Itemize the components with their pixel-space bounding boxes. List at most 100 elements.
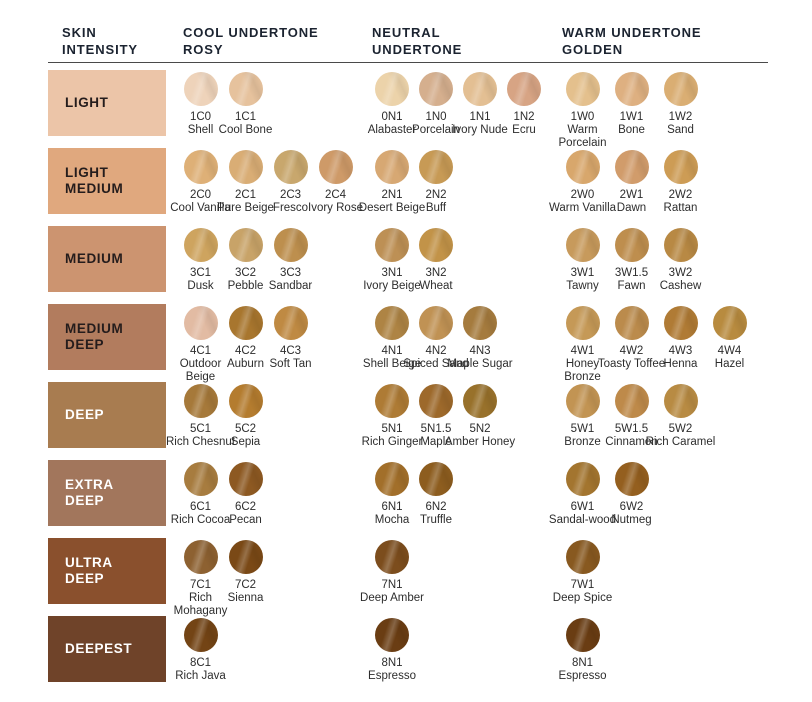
- shade-code: 3N2: [425, 267, 447, 279]
- warm-undertone-section: 3W1 Tawny 3W1.5 Fawn 3W2 Cashew: [558, 226, 705, 304]
- shade-code: 7N1: [381, 579, 403, 591]
- shade-cell-1c0: 1C0 Shell: [178, 70, 223, 148]
- shade-label: 4C3 Soft Tan: [270, 345, 312, 371]
- neutral-undertone-section: 8N1 Espresso: [368, 616, 416, 694]
- intensity-row-deep: DEEP 5C1 Rich Chesnut 5C2 Sepia 5N1 Rich Ginge…: [0, 382, 812, 460]
- shade-name: Bronze: [564, 436, 601, 448]
- shade-name: Truffle: [420, 514, 452, 526]
- shade-dot-4w3: [663, 306, 698, 340]
- shade-name: Maple Sugar: [447, 358, 513, 370]
- shade-dot-4n2: [419, 306, 453, 340]
- intensity-label: ULTRA DEEP: [65, 555, 113, 586]
- shade-dot-4c1: [183, 306, 218, 340]
- intensity-label: EXTRA DEEP: [65, 477, 114, 508]
- shade-cell-4w4: 4W4 Hazel: [705, 304, 754, 382]
- shade-cell-8n1: 8N1 Espresso: [558, 616, 607, 694]
- shade-name: Outdoor Beige: [179, 358, 222, 383]
- shade-code: 3C1: [189, 267, 212, 279]
- shade-dot-1w2: [663, 72, 698, 106]
- warm-undertone-section: 1W0 Warm Porcelain 1W1 Bone 1W2 Sand: [558, 70, 705, 149]
- shade-dot-7c2: [228, 540, 263, 574]
- shade-name: Spiced Sand: [403, 358, 469, 370]
- shade-dot-1w1: [614, 72, 649, 106]
- shade-dot-5n1: [375, 384, 409, 418]
- shade-cell-1w0: 1W0 Warm Porcelain: [558, 70, 607, 149]
- shade-dot-3w2: [663, 228, 698, 262]
- shade-cell-4n1: 4N1 Shell Beige: [363, 304, 421, 382]
- header-line: GOLDEN: [562, 42, 624, 57]
- shade-cell-7w1: 7W1 Deep Spice: [553, 538, 612, 616]
- shade-name: Pecan: [229, 514, 262, 526]
- shade-name: Sand: [667, 124, 694, 136]
- shade-cell-2c0: 2C0 Cool Vanilla: [170, 148, 231, 226]
- shade-dot-5w1: [565, 384, 600, 418]
- shade-cell-6n2: 6N2 Truffle: [414, 460, 458, 538]
- shade-name: Alabaster: [367, 124, 417, 136]
- cool-undertone-section: 2C0 Cool Vanilla 2C1 Pure Beige 2C3 Fresco 2C4…: [170, 148, 363, 226]
- shade-label: 5N1.5 Maple: [420, 423, 451, 449]
- shade-dot-6n1: [375, 462, 409, 496]
- shade-name: Warm Vanilla: [548, 202, 617, 214]
- shade-dot-0n1: [375, 72, 409, 106]
- shade-code: 1W0: [570, 111, 595, 123]
- shade-cell-3c3: 3C3 Sandbar: [268, 226, 313, 304]
- shade-name: Rich Ginger: [361, 436, 423, 448]
- shade-name: Buff: [425, 202, 447, 214]
- shade-name: Rattan: [663, 202, 698, 214]
- shade-dot-1n1: [463, 72, 497, 106]
- shade-name: Shell Beige: [362, 358, 422, 370]
- shade-name: Dusk: [187, 280, 214, 292]
- shade-label: 4C1 Outdoor Beige: [165, 345, 237, 384]
- shade-label: 0N1 Alabaster: [368, 111, 417, 137]
- shade-code: 0N1: [381, 111, 403, 123]
- shade-name: Wheat: [419, 280, 453, 292]
- shade-dot-4c3: [273, 306, 308, 340]
- shade-name: Cinnamon: [605, 436, 658, 448]
- shade-name: Amber Honey: [444, 436, 516, 448]
- intensity-swatch: DEEPEST: [48, 616, 166, 682]
- shade-label: 3N1 Ivory Beige: [363, 267, 421, 293]
- warm-undertone-section: 6W1 Sandal-wood 6W2 Nutmeg: [549, 460, 656, 538]
- shade-code: 8N1: [571, 657, 594, 669]
- shade-label: 4N2 Spiced Sand: [403, 345, 468, 371]
- shade-name: Toasty Toffee: [597, 358, 666, 370]
- neutral-undertone-section: 6N1 Mocha 6N2 Truffle: [370, 460, 458, 538]
- header-line: COOL UNDERTONE: [183, 25, 319, 40]
- shade-cell-3c2: 3C2 Pebble: [223, 226, 268, 304]
- shade-label: 4W3 Henna: [664, 345, 698, 371]
- shade-label: 5C1 Rich Chesnut: [166, 423, 235, 449]
- shade-dot-3n2: [419, 228, 453, 262]
- shade-code: 7W1: [570, 579, 595, 591]
- shade-label: 3W1.5 Fawn: [615, 267, 648, 293]
- shade-dot-1w0: [565, 72, 600, 106]
- shade-label: 1C1 Cool Bone: [219, 111, 273, 137]
- shade-name: Rich Chesnut: [165, 436, 236, 448]
- header-line: ROSY: [183, 42, 224, 57]
- shade-name: Deep Spice: [552, 592, 613, 604]
- cool-undertone-section: 3C1 Dusk 3C2 Pebble 3C3 Sandbar: [178, 226, 313, 304]
- shade-cell-4w2: 4W2 Toasty Toffee: [598, 304, 665, 382]
- shade-label: 5N2 Amber Honey: [445, 423, 515, 449]
- shade-label: 7C2 Sienna: [228, 579, 264, 605]
- intensity-row-medium: MEDIUM 3C1 Dusk 3C2 Pebble 3C3 Sandbar 3N1 Ivory…: [0, 226, 812, 304]
- shade-code: 3N1: [381, 267, 403, 279]
- shade-label: 2W0 Warm Vanilla: [549, 189, 616, 215]
- shade-label: 3C1 Dusk: [187, 267, 213, 293]
- shade-label: 8N1 Espresso: [559, 657, 607, 683]
- shade-code: 5W1.5: [614, 423, 649, 435]
- shade-code: 6C2: [234, 501, 257, 513]
- shade-cell-5c1: 5C1 Rich Chesnut: [166, 382, 235, 460]
- shade-code: 3W2: [668, 267, 693, 279]
- shade-name: Mocha: [374, 514, 410, 526]
- header-skin-intensity: SKIN INTENSITY: [62, 24, 138, 58]
- shade-cell-6n1: 6N1 Mocha: [370, 460, 414, 538]
- shade-cell-4n2: 4N2 Spiced Sand: [403, 304, 469, 382]
- shade-label: 2C4 Ivory Rose: [308, 189, 363, 215]
- header-cool-undertone: COOL UNDERTONE ROSY: [183, 24, 319, 58]
- neutral-undertone-section: 0N1 Alabaster 1N0 Porcelain 1N1 Ivory Nude 1N2…: [368, 70, 546, 148]
- shade-label: 5W1.5 Cinnamon: [605, 423, 657, 449]
- shade-cell-6c1: 6C1 Rich Cocoa: [171, 460, 230, 538]
- shade-label: 2C3 Fresco: [273, 189, 308, 215]
- shade-dot-4w4: [712, 306, 747, 340]
